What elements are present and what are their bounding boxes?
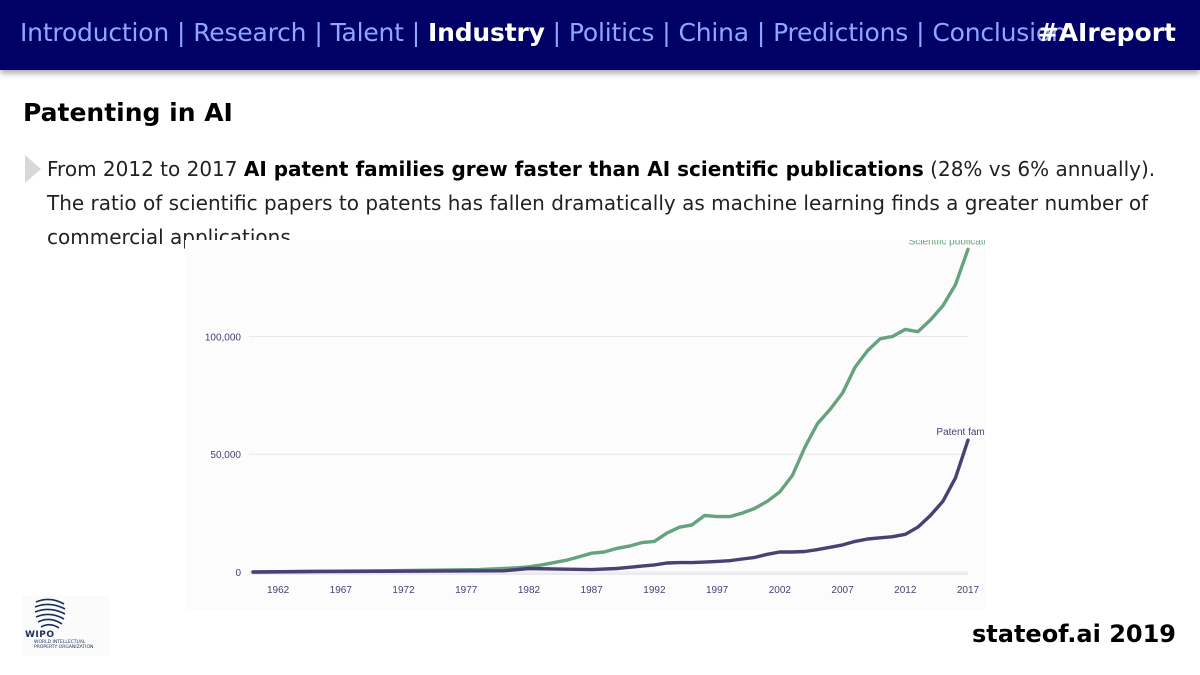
x-tick-label: 1962: [267, 585, 290, 596]
hashtag-label: #AIreport: [1037, 18, 1176, 47]
x-tick-label: 1972: [392, 585, 415, 596]
line-chart-svg: 0 50,000 100,000 1962 1967 1972 1977 1982 1987 19…: [205, 240, 985, 596]
y-tick-label: 100,000: [205, 332, 242, 343]
patent-families-line: [251, 438, 970, 574]
nav-item-predictions[interactable]: Predictions: [773, 18, 909, 47]
nav-separator: |: [177, 18, 186, 47]
line-chart: 0 50,000 100,000 1962 1967 1972 1977 1982 1987 19…: [185, 240, 985, 610]
nav-separator: |: [662, 18, 671, 47]
series-label: Patent families: [936, 427, 985, 438]
body-text-intro: From 2012 to 2017: [47, 157, 244, 181]
footer-brand: stateof.ai 2019: [971, 620, 1176, 648]
x-tick-label: 1997: [706, 585, 729, 596]
nav-item-industry[interactable]: Industry: [428, 18, 545, 47]
nav-item-conclusion[interactable]: Conclusion: [932, 18, 1067, 47]
nav-item-politics[interactable]: Politics: [568, 18, 655, 47]
y-tick-label: 0: [235, 568, 241, 579]
wipo-logo: WIPO World Intellectual Property Organiz…: [22, 596, 110, 656]
nav-item-research[interactable]: Research: [193, 18, 307, 47]
globe-icon: [34, 598, 66, 629]
body-text-rest: (28% vs 6% annually). The ratio of scien…: [47, 157, 1156, 249]
series-label: Scientfic publications: [909, 240, 985, 247]
x-tick-label: 1982: [518, 585, 541, 596]
x-tick-label: 1992: [643, 585, 666, 596]
nav-item-introduction[interactable]: Introduction: [20, 18, 169, 47]
top-navigation-bar: Introduction | Research | Talent | Industry | Po…: [0, 0, 1200, 70]
bullet-arrow-icon: [25, 155, 41, 183]
nav-separator: |: [552, 18, 561, 47]
nav-separator: |: [411, 18, 421, 47]
slide-body-text: From 2012 to 2017 AI patent families gre…: [47, 152, 1177, 254]
x-tick-label: 1977: [455, 585, 478, 596]
logo-subtitle: World Intellectual Property Organization: [34, 640, 94, 650]
x-tick-label: 2007: [831, 585, 854, 596]
x-tick-label: 1967: [330, 585, 353, 596]
logo-wordmark: WIPO: [25, 630, 55, 640]
nav-separator: |: [756, 18, 766, 47]
x-tick-label: 2012: [894, 585, 917, 596]
x-tick-label: 2017: [957, 585, 980, 596]
y-tick-label: 50,000: [210, 450, 241, 461]
section-nav: Introduction | Research | Talent | Industry | Po…: [20, 18, 1067, 47]
x-tick-label: 2002: [769, 585, 792, 596]
body-text-highlight: AI patent families grew faster than AI s…: [243, 157, 924, 181]
nav-separator: |: [916, 18, 925, 47]
slide-title: Patenting in AI: [23, 98, 233, 127]
nav-item-china[interactable]: China: [678, 18, 749, 47]
nav-separator: |: [314, 18, 323, 47]
nav-item-talent[interactable]: Talent: [330, 18, 404, 47]
scientific-publications-line: [251, 247, 970, 574]
x-tick-label: 1987: [581, 585, 604, 596]
